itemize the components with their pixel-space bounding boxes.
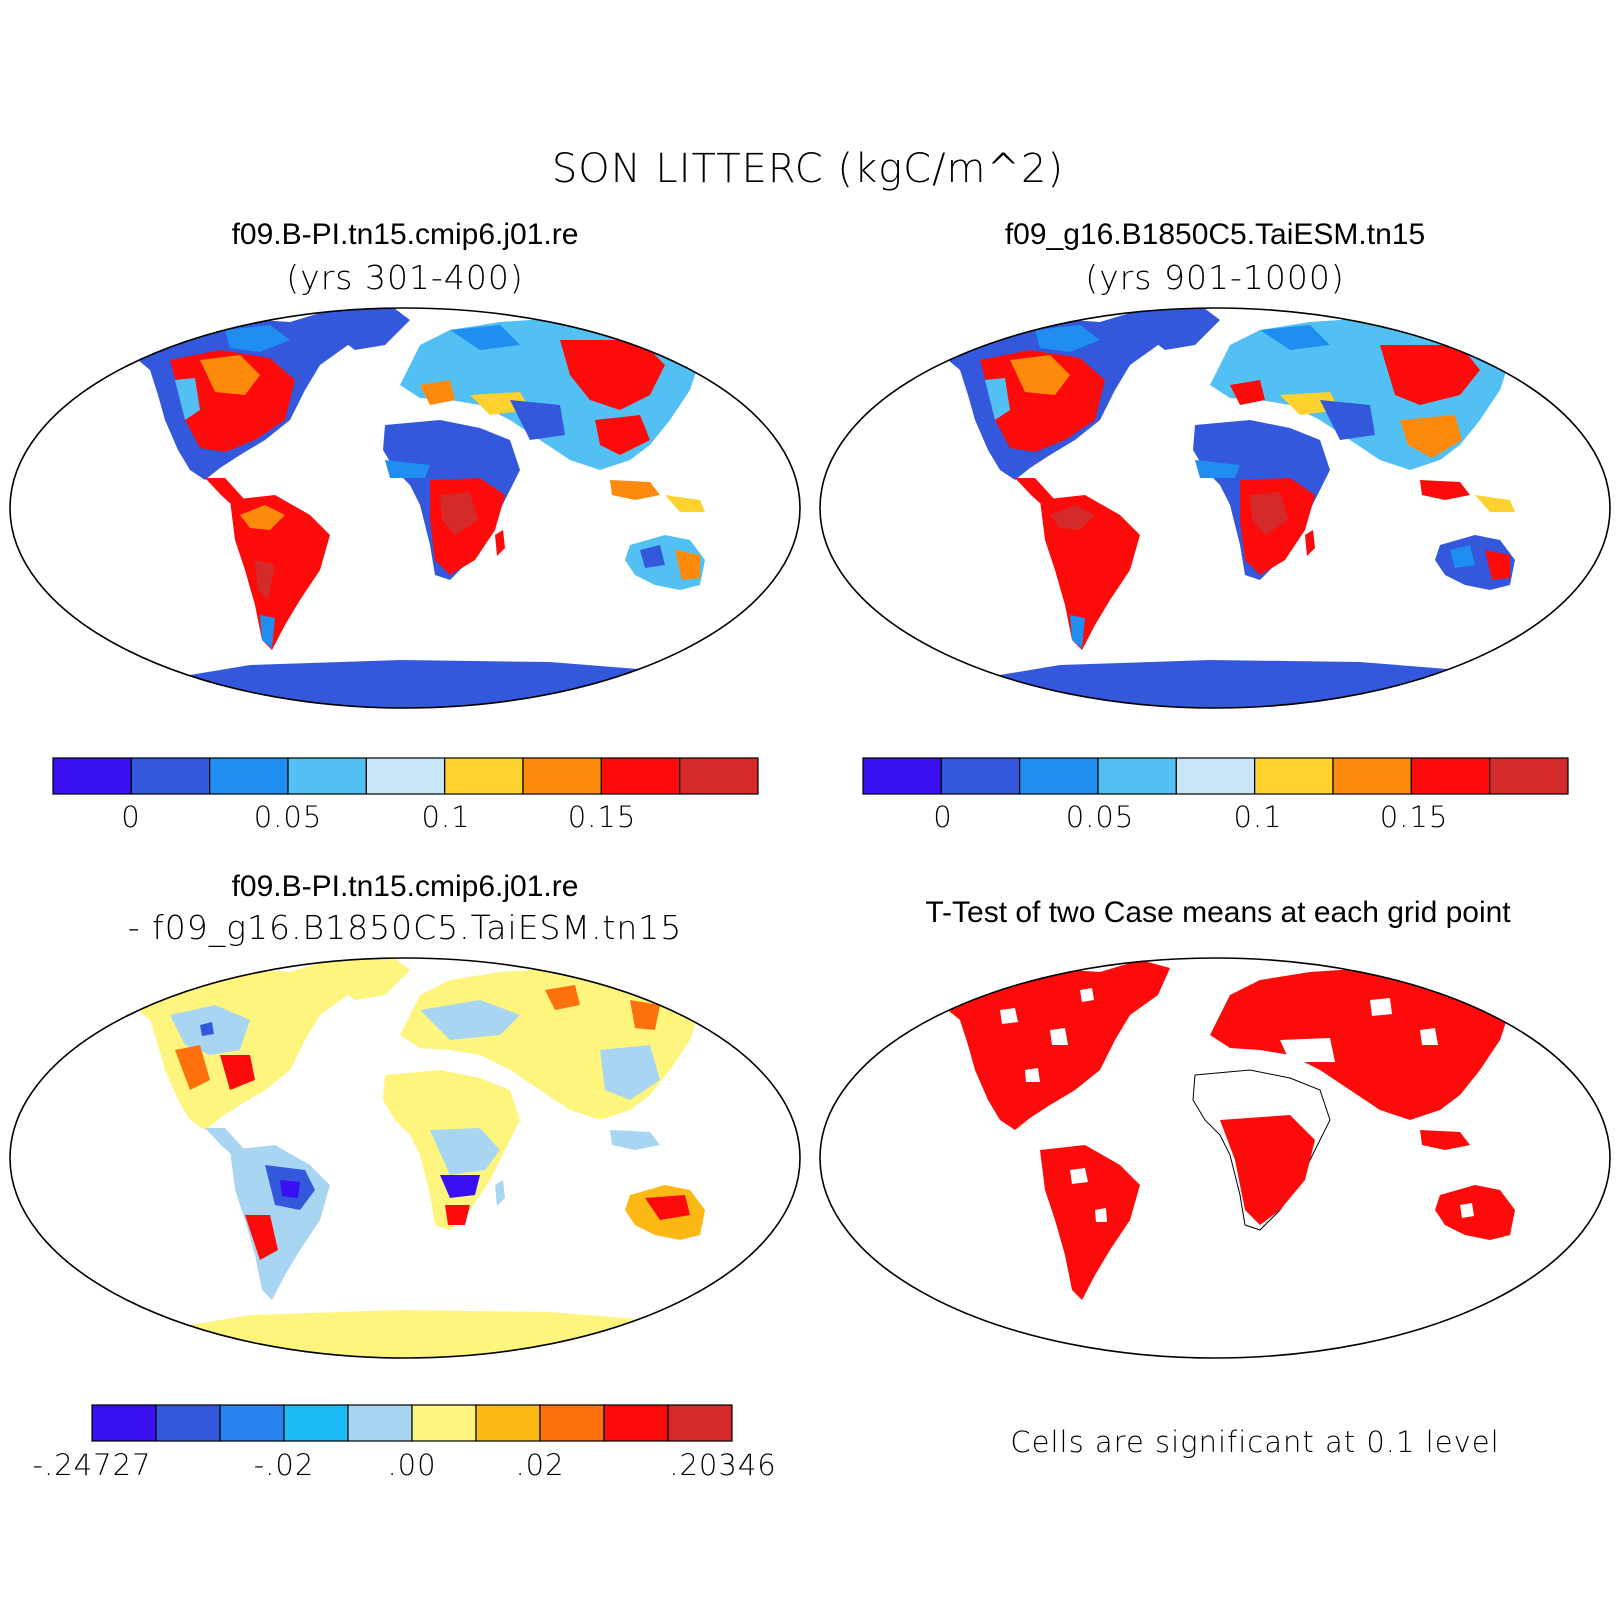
map-bottom-left (60, 958, 780, 1358)
colorbar-swatch (1410, 757, 1491, 795)
map-frame-top-right (819, 307, 1611, 709)
colorbar-tick-label: 0.1 (1233, 800, 1283, 834)
panel-title-bottom-left: f09.B-PI.tn15.cmip6.j01.re (231, 870, 579, 903)
colorbar-tick-label: 0.15 (567, 800, 637, 834)
colorbar-swatch (219, 1404, 285, 1442)
colorbar-swatch (600, 757, 681, 795)
colorbar-swatch (679, 757, 759, 795)
panel-title-top-right: f09_g16.B1850C5.TaiESM.tn15 (1004, 218, 1426, 251)
map-frame-bottom-right (819, 957, 1611, 1359)
colorbar-swatch (155, 1404, 221, 1442)
map-frame-top-left (9, 307, 801, 709)
colorbar-swatch (539, 1404, 605, 1442)
panel-subtitle-bottom-left: - f09_g16.B1850C5.TaiESM.tn15 (127, 908, 683, 947)
colorbar-swatch (1332, 757, 1412, 795)
panel-title-bottom-right: T-Test of two Case means at each grid po… (925, 896, 1511, 929)
colorbar-swatch (862, 757, 942, 795)
colorbar-swatch (603, 1404, 669, 1442)
land-antarctica (60, 660, 780, 708)
map-top-left (60, 308, 780, 708)
colorbar-bottom-left (91, 1404, 733, 1442)
colorbar-swatch (667, 1404, 733, 1442)
significance-note: Cells are significant at 0.1 level (1010, 1425, 1500, 1459)
land-greenland (330, 308, 410, 350)
colorbar-tick-label: 0.05 (253, 800, 323, 834)
colorbar-swatch (1254, 757, 1334, 795)
colorbar-swatch (522, 757, 602, 795)
map-bottom-right (930, 960, 1515, 1300)
colorbar-swatch (475, 1404, 541, 1442)
map-frame-bottom-left (9, 957, 801, 1359)
colorbar-top-left (52, 757, 759, 795)
colorbar-swatch (365, 757, 446, 795)
map-top-right (870, 308, 1590, 708)
colorbar-tick-label: -.24727 (32, 1448, 152, 1482)
colorbar-swatch (287, 757, 367, 795)
panel-title-top-left: f09.B-PI.tn15.cmip6.j01.re (231, 218, 579, 251)
colorbar-swatch (130, 757, 211, 795)
colorbar-tick-label: 0.15 (1379, 800, 1449, 834)
panel-subtitle-top-right: (yrs 901-1000) (1085, 258, 1345, 297)
colorbar-tick-label: .00 (387, 1448, 437, 1482)
colorbar-top-right (862, 757, 1569, 795)
colorbar-tick-label: 0 (121, 800, 141, 834)
colorbar-swatch (347, 1404, 413, 1442)
colorbar-swatch (1175, 757, 1256, 795)
colorbar-tick-label: 0.05 (1065, 800, 1135, 834)
colorbar-swatch (91, 1404, 157, 1442)
colorbar-swatch (444, 757, 524, 795)
colorbar-tick-label: .02 (515, 1448, 565, 1482)
panel-subtitle-top-left: (yrs 301-400) (286, 258, 524, 297)
colorbar-swatch (52, 757, 132, 795)
main-title: SON LITTERC (kgC/m^2) (551, 146, 1065, 192)
colorbar-swatch (283, 1404, 349, 1442)
colorbar-swatch (1489, 757, 1569, 795)
colorbar-swatch (940, 757, 1021, 795)
colorbar-swatch (209, 757, 289, 795)
colorbar-tick-label: .20346 (669, 1448, 777, 1482)
colorbar-swatch (411, 1404, 477, 1442)
colorbar-swatch (1097, 757, 1177, 795)
colorbar-tick-label: 0 (933, 800, 953, 834)
land-south-america (230, 495, 330, 650)
colorbar-tick-label: -.02 (253, 1448, 315, 1482)
colorbar-swatch (1019, 757, 1099, 795)
colorbar-tick-label: 0.1 (421, 800, 471, 834)
